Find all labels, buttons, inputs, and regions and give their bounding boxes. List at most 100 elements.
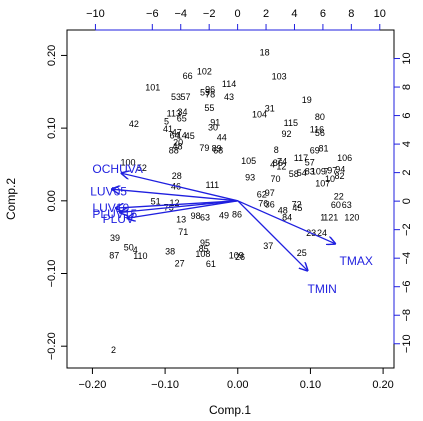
top-tick-label: −6 bbox=[146, 8, 159, 20]
observation-label: 12 bbox=[170, 198, 180, 208]
loading-label: TMAX bbox=[340, 254, 373, 268]
observation-label: 74 bbox=[277, 157, 287, 167]
observation-label: 53 bbox=[171, 92, 181, 102]
observation-label: 57 bbox=[180, 92, 190, 102]
top-tick-label: −10 bbox=[86, 8, 105, 20]
y-axis-title: Comp.2 bbox=[4, 178, 18, 220]
top-tick-label: 4 bbox=[291, 8, 297, 20]
right-tick-label: 2 bbox=[401, 170, 413, 176]
observation-label: 18 bbox=[260, 48, 270, 58]
observation-label: 59 bbox=[200, 88, 210, 98]
observation-label: 19 bbox=[302, 95, 312, 105]
observation-label: 42 bbox=[129, 119, 139, 129]
observation-label: 61 bbox=[206, 259, 216, 269]
observation-label: 120 bbox=[344, 213, 359, 223]
loading-vector bbox=[116, 200, 238, 208]
observation-label: 96 bbox=[205, 85, 215, 95]
loading-vector bbox=[122, 173, 238, 202]
observation-label: 48 bbox=[172, 141, 182, 151]
observation-label: 57 bbox=[305, 157, 315, 167]
observation-label: 65 bbox=[177, 114, 187, 124]
observation-label: 103 bbox=[272, 72, 287, 82]
observation-label: 1 bbox=[320, 213, 325, 223]
observation-label: 31 bbox=[265, 104, 275, 114]
observation-label: 91 bbox=[210, 117, 220, 127]
loading-vector bbox=[237, 200, 308, 271]
x-tick-label: −0.10 bbox=[151, 379, 179, 391]
observation-label: 113 bbox=[167, 109, 181, 119]
primary-axes: −0.20 −0.10 0.00 0.10 0.20 −0.20 −0.10 0.00 0.10… bbox=[46, 45, 394, 391]
observation-label: 97 bbox=[265, 188, 275, 198]
observation-label: 68 bbox=[213, 146, 223, 156]
observation-label: 52 bbox=[137, 163, 147, 173]
right-tick-label: 10 bbox=[401, 52, 413, 64]
loading-label: LUV10 bbox=[92, 201, 129, 215]
x-tick-label: 0.10 bbox=[300, 379, 321, 391]
y-tick-label: 0.20 bbox=[46, 45, 58, 66]
observation-label: 38 bbox=[165, 247, 175, 257]
observation-label: 97 bbox=[327, 165, 337, 175]
observation-label: 54 bbox=[297, 168, 307, 178]
loading-label: OCHUVA bbox=[92, 162, 142, 176]
top-tick-label: 0 bbox=[235, 8, 241, 20]
observation-label: 100 bbox=[121, 157, 136, 167]
right-tick-label: 6 bbox=[401, 113, 413, 119]
observation-label: 108 bbox=[195, 249, 210, 259]
observation-label: 109 bbox=[229, 250, 244, 260]
observation-label: 49 bbox=[219, 210, 229, 220]
observation-label: 117 bbox=[294, 153, 308, 163]
observation-label: 63 bbox=[200, 213, 210, 223]
observation-label: 72 bbox=[292, 199, 302, 209]
observation-label: 110 bbox=[133, 251, 147, 261]
observation-label: 24 bbox=[317, 228, 327, 238]
observation-label: 107 bbox=[315, 178, 330, 188]
observation-label: 60 bbox=[331, 200, 341, 210]
observation-label: 20 bbox=[173, 138, 183, 148]
y-tick-label: −0.10 bbox=[46, 260, 58, 288]
observation-label: 14 bbox=[177, 130, 187, 140]
right-tick-label: −8 bbox=[401, 309, 413, 322]
observation-label: 12 bbox=[276, 162, 286, 172]
observation-label: 55 bbox=[204, 103, 214, 113]
loading-label: PLUV bbox=[103, 212, 134, 226]
observation-label: 102 bbox=[197, 66, 212, 76]
observation-label: 28 bbox=[172, 171, 182, 181]
observation-label: 39 bbox=[110, 233, 120, 243]
observation-label: 105 bbox=[241, 156, 256, 166]
loading-vector bbox=[112, 189, 238, 202]
right-tick-label: 4 bbox=[401, 141, 413, 147]
observation-label: 109 bbox=[311, 167, 326, 177]
x-tick-label: 0.20 bbox=[372, 379, 393, 391]
observation-label: 76 bbox=[258, 199, 268, 209]
right-tick-label: −2 bbox=[401, 223, 413, 236]
observation-label: 47 bbox=[172, 127, 182, 137]
loading-label: LUV05 bbox=[90, 184, 127, 198]
observation-label: 81 bbox=[319, 143, 329, 153]
observation-label: 64 bbox=[170, 130, 180, 140]
observation-label: 93 bbox=[245, 173, 255, 183]
observation-label: 2 bbox=[111, 345, 116, 355]
observation-label: 101 bbox=[145, 82, 160, 92]
observation-label: 89 bbox=[212, 143, 222, 153]
right-tick-label: −10 bbox=[401, 334, 413, 353]
observation-label: 4 bbox=[133, 245, 138, 255]
observation-label: 114 bbox=[222, 79, 236, 89]
observation-label: 92 bbox=[281, 129, 291, 139]
observation-label: 121 bbox=[323, 213, 338, 223]
observation-label: 48 bbox=[278, 205, 288, 215]
observation-label: 94 bbox=[335, 165, 345, 175]
observation-label: 70 bbox=[271, 174, 281, 184]
observation-label: 34 bbox=[178, 107, 188, 117]
observation-label: 62 bbox=[257, 189, 267, 199]
observation-label: 44 bbox=[217, 133, 227, 143]
observation-label: 36 bbox=[265, 199, 275, 209]
observation-label: 8 bbox=[274, 145, 279, 155]
observation-label: 56 bbox=[315, 128, 325, 138]
top-tick-label: 6 bbox=[320, 8, 326, 20]
observation-label: 86 bbox=[273, 158, 283, 168]
observation-label: 27 bbox=[175, 258, 185, 268]
top-tick-label: 2 bbox=[263, 8, 269, 20]
observation-label: 5 bbox=[164, 117, 169, 127]
x-tick-label: 0.00 bbox=[227, 379, 248, 391]
